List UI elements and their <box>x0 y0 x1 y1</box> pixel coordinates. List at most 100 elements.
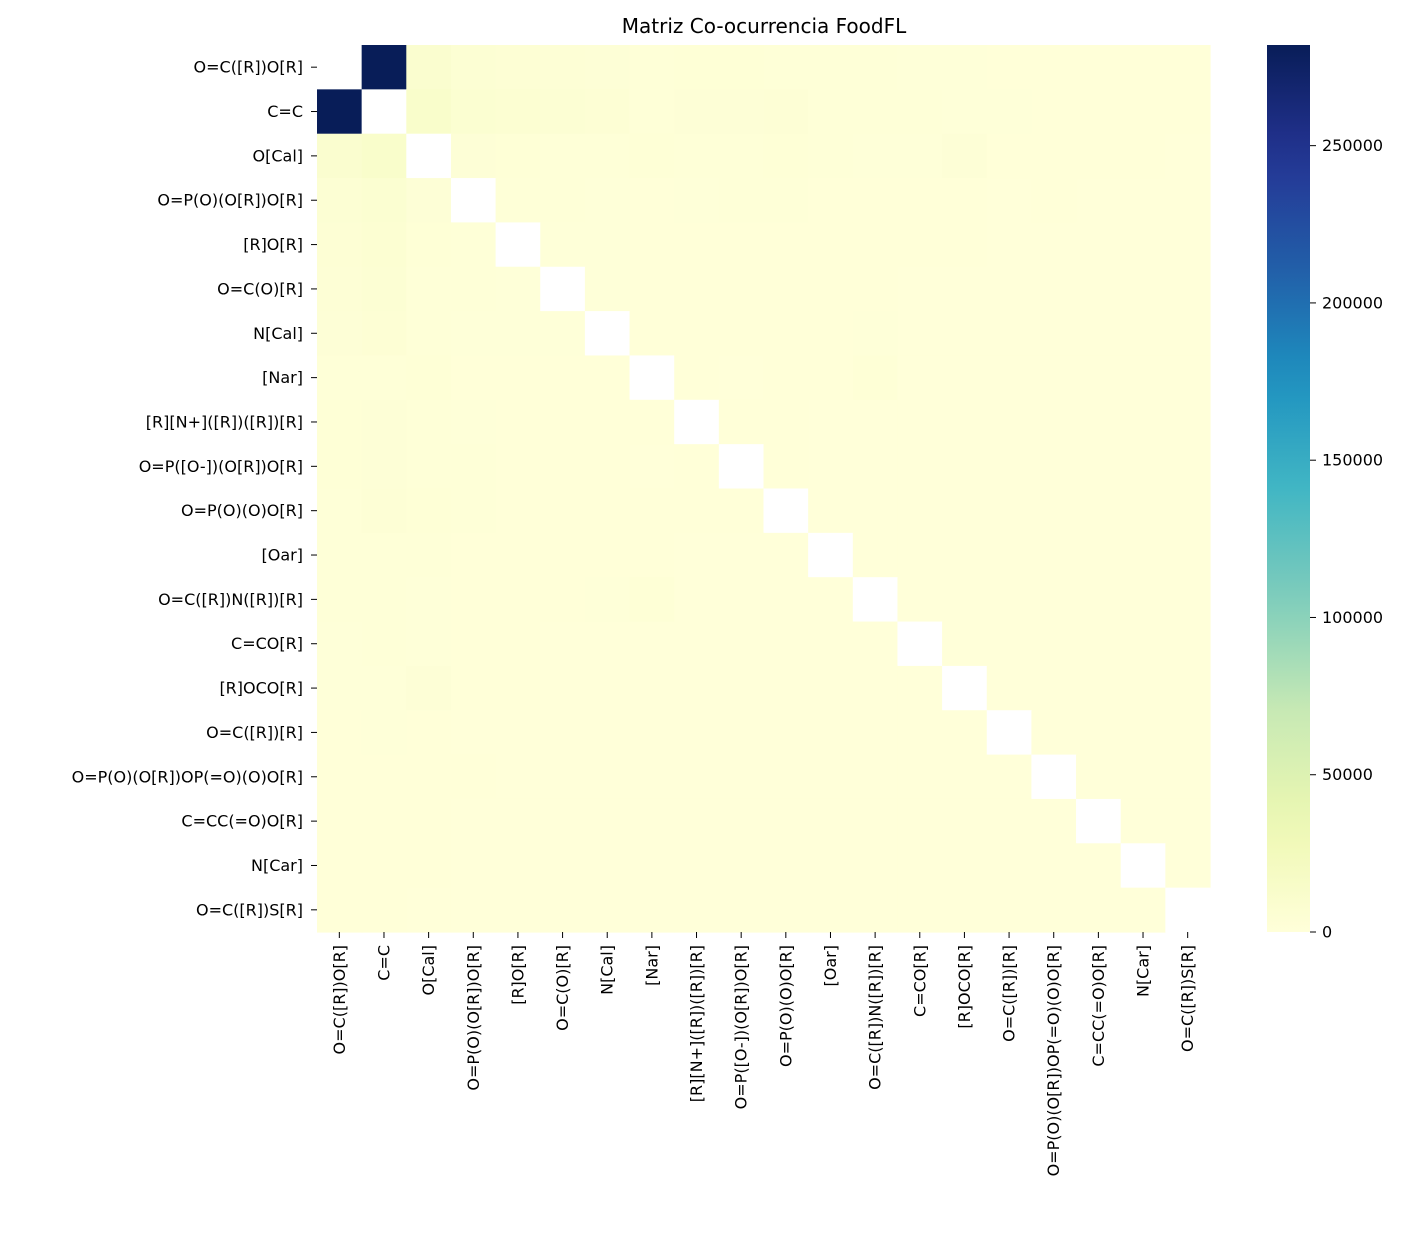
heatmap-cell <box>317 222 363 268</box>
heatmap-cell <box>852 621 899 667</box>
heatmap-cell <box>852 843 899 889</box>
x-tick-label: O[Cal] <box>419 945 438 996</box>
y-tick-label: [Oar] <box>262 546 303 565</box>
heatmap-cell <box>986 133 1032 179</box>
heatmap-cell <box>450 266 497 312</box>
heatmap-cell <box>942 488 988 534</box>
heatmap-cell <box>1120 399 1166 445</box>
heatmap-cell <box>897 488 943 534</box>
heatmap-cell <box>584 355 631 401</box>
heatmap-cell <box>317 89 363 135</box>
colorbar-tick-label: 100000 <box>1322 608 1383 627</box>
x-tick-label: O=P(O)(O)O[R] <box>776 945 795 1067</box>
heatmap-cell <box>450 399 497 445</box>
heatmap-cell <box>406 532 452 578</box>
heatmap-cell <box>1076 754 1122 800</box>
heatmap-cell <box>361 887 407 933</box>
heatmap-cell <box>317 577 363 623</box>
heatmap-cell <box>629 311 675 357</box>
heatmap-cell <box>317 843 363 889</box>
heatmap-cell <box>986 577 1032 623</box>
heatmap-cell <box>540 843 586 889</box>
heatmap-cell <box>540 488 586 534</box>
heatmap-cell <box>540 577 586 623</box>
heatmap-cell <box>584 178 631 223</box>
y-tick-label: N[Cal] <box>253 324 303 343</box>
heatmap-cell <box>1031 399 1077 445</box>
heatmap-cell <box>317 133 363 179</box>
heatmap-cell <box>1076 355 1122 401</box>
heatmap-cell <box>495 577 541 623</box>
heatmap-cell <box>808 355 854 401</box>
heatmap-cell <box>1165 266 1211 312</box>
heatmap-cell <box>629 754 675 800</box>
heatmap-cell <box>495 178 541 223</box>
heatmap-cell <box>361 89 407 135</box>
heatmap-cell <box>897 133 943 179</box>
heatmap-cell <box>1165 843 1211 889</box>
heatmap-cell <box>718 532 765 578</box>
heatmap-cell <box>406 710 452 756</box>
heatmap-cell <box>584 665 631 711</box>
heatmap-cell <box>674 798 720 844</box>
heatmap-cell <box>317 355 363 401</box>
heatmap-cell <box>852 444 899 490</box>
heatmap-cell <box>897 754 943 800</box>
heatmap-cell <box>361 577 407 623</box>
heatmap-cell <box>317 399 363 445</box>
heatmap-cell <box>942 621 988 667</box>
heatmap-cell <box>1076 532 1122 578</box>
heatmap-cell <box>317 621 363 667</box>
heatmap-cell <box>942 178 988 223</box>
heatmap-cell <box>674 577 720 623</box>
heatmap-cell <box>942 89 988 135</box>
y-tick-label: [R][N+]([R])([R])[R] <box>146 412 303 431</box>
heatmap-cell <box>763 843 809 889</box>
heatmap-cell <box>852 399 899 445</box>
heatmap-cell <box>1165 887 1211 933</box>
heatmap-cell <box>495 45 541 90</box>
heatmap-cell <box>406 488 452 534</box>
heatmap-cell <box>406 133 452 179</box>
heatmap-cell <box>942 532 988 578</box>
heatmap-cell <box>1165 399 1211 445</box>
heatmap-cell <box>986 754 1032 800</box>
heatmap-cell <box>540 532 586 578</box>
heatmap-cell <box>808 754 854 800</box>
heatmap-cell <box>1120 89 1166 135</box>
heatmap-cell <box>718 399 765 445</box>
x-tick-label: O=C([R])S[R] <box>1178 945 1197 1052</box>
heatmap-cell <box>495 266 541 312</box>
heatmap-cell <box>852 488 899 534</box>
heatmap-cell <box>942 887 988 933</box>
heatmap-cell <box>317 710 363 756</box>
heatmap-cell <box>1165 577 1211 623</box>
heatmap-cell <box>897 577 943 623</box>
y-tick-label: O=P([O-])(O[R])O[R] <box>139 457 303 476</box>
x-tick-label: O=C(O)[R] <box>553 945 572 1031</box>
heatmap-cell <box>718 798 765 844</box>
x-tick-label: [R]O[R] <box>508 945 527 1005</box>
heatmap-cell <box>1165 665 1211 711</box>
heatmap-cell <box>986 665 1032 711</box>
heatmap-cell <box>495 311 541 357</box>
x-tick-label: [Oar] <box>821 945 840 986</box>
heatmap-cell <box>450 621 497 667</box>
heatmap-cell <box>1076 133 1122 179</box>
heatmap-cell <box>674 45 720 90</box>
heatmap-cell <box>897 178 943 223</box>
heatmap-cell <box>1076 577 1122 623</box>
heatmap-cell <box>674 399 720 445</box>
heatmap-cell <box>406 266 452 312</box>
heatmap-cell <box>361 355 407 401</box>
heatmap-cell <box>763 266 809 312</box>
heatmap-cell <box>674 355 720 401</box>
x-tick-label: [R]OCO[R] <box>955 945 974 1029</box>
heatmap-cell <box>1165 444 1211 490</box>
heatmap-cell <box>1120 488 1166 534</box>
heatmap-cell <box>361 843 407 889</box>
heatmap-cell <box>495 532 541 578</box>
heatmap-cell <box>540 798 586 844</box>
x-tick-label: [R][N+]([R])([R])[R] <box>687 945 706 1102</box>
heatmap-cell <box>808 488 854 534</box>
